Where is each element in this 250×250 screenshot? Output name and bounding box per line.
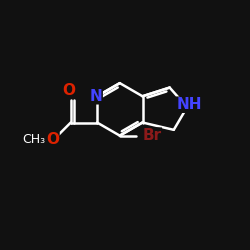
Text: Br: Br <box>142 128 162 143</box>
Text: NH: NH <box>176 97 202 112</box>
Text: O: O <box>62 83 75 98</box>
Text: N: N <box>90 89 102 104</box>
Text: CH₃: CH₃ <box>22 133 46 146</box>
Text: O: O <box>46 132 59 147</box>
